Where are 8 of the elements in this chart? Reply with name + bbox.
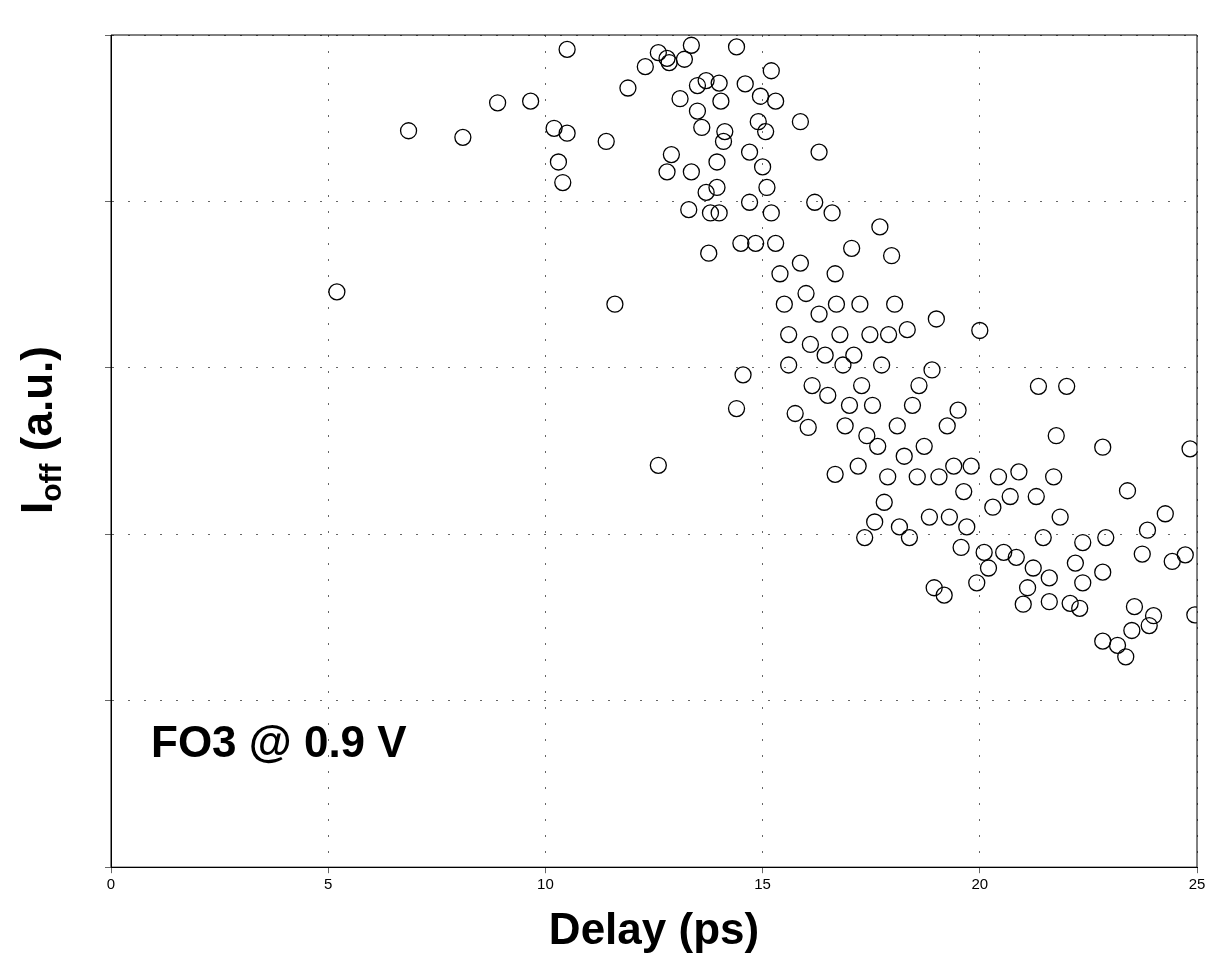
x-axis-title: Delay (ps) bbox=[548, 903, 760, 953]
x-tick-label: 15 bbox=[754, 875, 771, 893]
x-tick-label: 10 bbox=[537, 875, 554, 893]
x-tick-label: 20 bbox=[971, 875, 989, 893]
x-tick-label: 25 bbox=[1188, 875, 1206, 893]
x-tick-label: 5 bbox=[324, 875, 333, 893]
x-tick-label: 0 bbox=[106, 875, 116, 893]
annotation: FO3 @ 0.9 V bbox=[151, 717, 408, 767]
